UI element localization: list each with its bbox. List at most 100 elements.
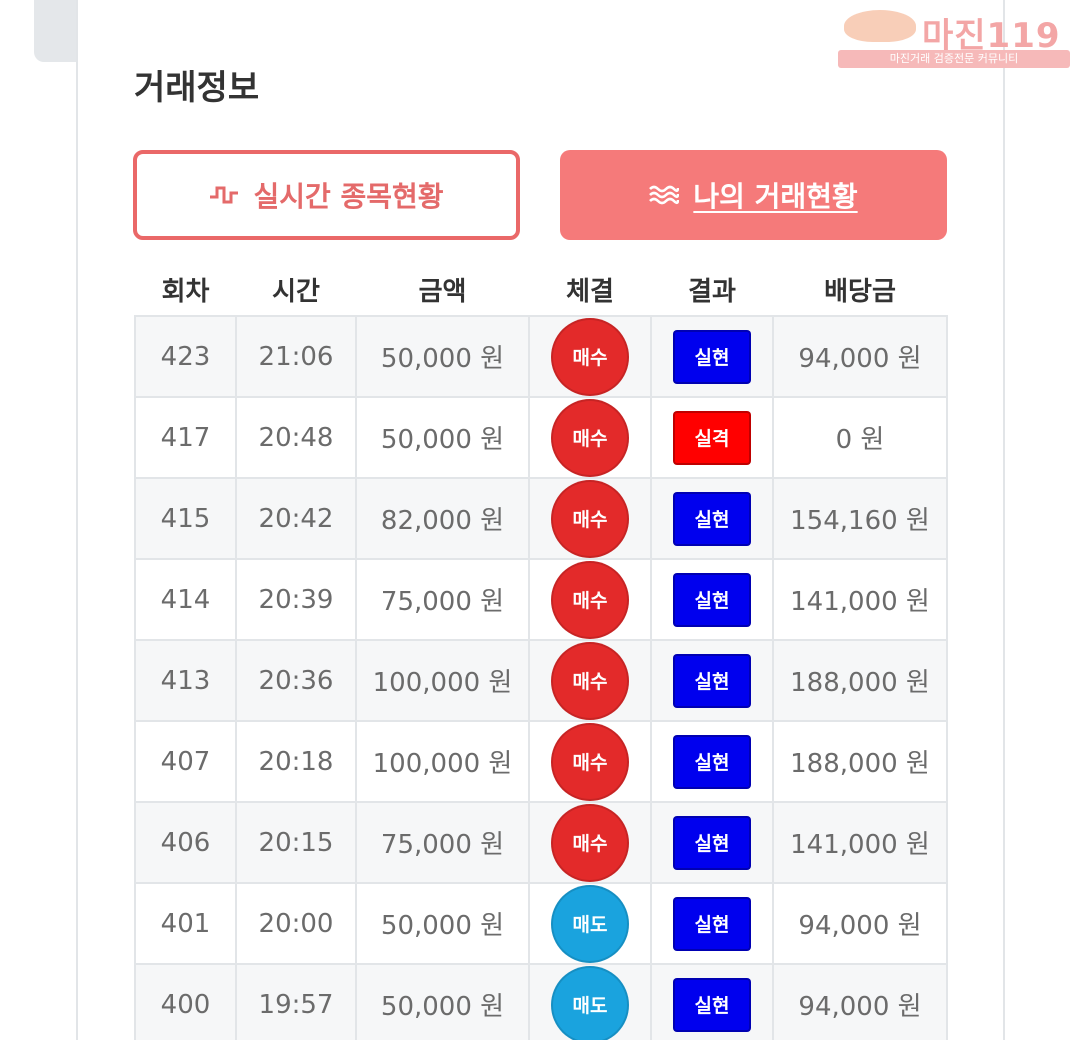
result-cell: 실현 xyxy=(650,315,774,398)
amount-cell: 50,000 원 xyxy=(355,396,530,479)
time-cell: 19:57 xyxy=(235,963,357,1040)
my-trades-label: 나의 거래현황 xyxy=(693,180,858,213)
round-cell: 417 xyxy=(134,396,237,479)
result-cell: 실현 xyxy=(650,639,774,722)
buy-badge: 매수 xyxy=(551,317,629,396)
time-cell: 20:00 xyxy=(235,882,357,965)
result-cell: 실현 xyxy=(650,882,774,965)
waves-icon xyxy=(649,184,680,206)
payout-cell: 94,000 원 xyxy=(772,315,948,398)
amount-cell: 50,000 원 xyxy=(355,882,530,965)
header-payout: 배당금 xyxy=(773,263,947,316)
realized-badge: 실현 xyxy=(673,491,751,546)
emblem-icon xyxy=(844,10,916,42)
sell-badge: 매도 xyxy=(551,965,629,1040)
round-cell: 401 xyxy=(134,882,237,965)
payout-cell: 141,000 원 xyxy=(772,558,948,641)
amount-cell: 82,000 원 xyxy=(355,477,530,560)
buy-badge: 매수 xyxy=(551,479,629,558)
watermark-logo: 마진119 마진거래 검증전문 커뮤니티 xyxy=(838,6,1072,68)
table-row: 400 19:57 50,000 원 매도 실현 94,000 원 xyxy=(134,963,948,1040)
table-row: 407 20:18 100,000 원 매수 실현 188,000 원 xyxy=(134,720,948,803)
realized-badge: 실현 xyxy=(673,815,751,870)
round-cell: 423 xyxy=(134,315,237,398)
realtime-status-label: 실시간 종목현황 xyxy=(253,180,444,213)
header-round: 회차 xyxy=(135,263,236,316)
round-cell: 400 xyxy=(134,963,237,1040)
sell-badge: 매도 xyxy=(551,884,629,963)
table-row: 406 20:15 75,000 원 매수 실현 141,000 원 xyxy=(134,801,948,884)
header-time: 시간 xyxy=(236,263,356,316)
table-row: 417 20:48 50,000 원 매수 실격 0 원 xyxy=(134,396,948,479)
payout-cell: 188,000 원 xyxy=(772,720,948,803)
time-cell: 20:39 xyxy=(235,558,357,641)
time-cell: 20:42 xyxy=(235,477,357,560)
trade-cell: 매수 xyxy=(528,315,652,398)
time-cell: 20:15 xyxy=(235,801,357,884)
buy-badge: 매수 xyxy=(551,722,629,801)
trade-cell: 매도 xyxy=(528,963,652,1040)
amount-cell: 100,000 원 xyxy=(355,720,530,803)
watermark-brand: 마진119 xyxy=(922,16,1061,56)
payout-cell: 0 원 xyxy=(772,396,948,479)
round-cell: 415 xyxy=(134,477,237,560)
amount-cell: 50,000 원 xyxy=(355,963,530,1040)
payout-cell: 94,000 원 xyxy=(772,963,948,1040)
round-cell: 406 xyxy=(134,801,237,884)
table-row: 401 20:00 50,000 원 매도 실현 94,000 원 xyxy=(134,882,948,965)
round-cell: 414 xyxy=(134,558,237,641)
table-header-row: 회차 시간 금액 체결 결과 배당금 xyxy=(135,263,947,316)
pulse-icon xyxy=(209,183,239,207)
round-cell: 407 xyxy=(134,720,237,803)
buy-badge: 매수 xyxy=(551,560,629,639)
realized-badge: 실현 xyxy=(673,896,751,951)
amount-cell: 100,000 원 xyxy=(355,639,530,722)
table-row: 413 20:36 100,000 원 매수 실현 188,000 원 xyxy=(134,639,948,722)
trade-cell: 매도 xyxy=(528,882,652,965)
amount-cell: 75,000 원 xyxy=(355,801,530,884)
header-trade: 체결 xyxy=(529,263,651,316)
realized-badge: 실현 xyxy=(673,977,751,1032)
time-cell: 21:06 xyxy=(235,315,357,398)
header-result: 결과 xyxy=(651,263,773,316)
realtime-status-button[interactable]: 실시간 종목현황 xyxy=(133,150,520,240)
payout-cell: 94,000 원 xyxy=(772,882,948,965)
payout-cell: 141,000 원 xyxy=(772,801,948,884)
time-cell: 20:48 xyxy=(235,396,357,479)
trade-cell: 매수 xyxy=(528,720,652,803)
trade-cell: 매수 xyxy=(528,801,652,884)
trade-cell: 매수 xyxy=(528,477,652,560)
page-title: 거래정보 xyxy=(134,68,260,108)
buy-badge: 매수 xyxy=(551,398,629,477)
result-cell: 실현 xyxy=(650,558,774,641)
table-row: 415 20:42 82,000 원 매수 실현 154,160 원 xyxy=(134,477,948,560)
result-cell: 실현 xyxy=(650,720,774,803)
time-cell: 20:36 xyxy=(235,639,357,722)
payout-cell: 188,000 원 xyxy=(772,639,948,722)
realized-badge: 실현 xyxy=(673,734,751,789)
amount-cell: 75,000 원 xyxy=(355,558,530,641)
amount-cell: 50,000 원 xyxy=(355,315,530,398)
buy-badge: 매수 xyxy=(551,803,629,882)
round-cell: 413 xyxy=(134,639,237,722)
time-cell: 20:18 xyxy=(235,720,357,803)
buy-badge: 매수 xyxy=(551,641,629,720)
result-cell: 실격 xyxy=(650,396,774,479)
realized-badge: 실현 xyxy=(673,653,751,708)
trade-cell: 매수 xyxy=(528,396,652,479)
realized-badge: 실현 xyxy=(673,329,751,384)
header-amount: 금액 xyxy=(356,263,529,316)
realized-badge: 실현 xyxy=(673,572,751,627)
table-row: 423 21:06 50,000 원 매수 실현 94,000 원 xyxy=(134,315,948,398)
trade-cell: 매수 xyxy=(528,558,652,641)
result-cell: 실현 xyxy=(650,963,774,1040)
trade-table: 회차 시간 금액 체결 결과 배당금 423 21:06 50,000 원 매수 실현 9… xyxy=(134,263,948,1040)
table-row: 414 20:39 75,000 원 매수 실현 141,000 원 xyxy=(134,558,948,641)
disqualified-badge: 실격 xyxy=(673,410,751,465)
trade-cell: 매수 xyxy=(528,639,652,722)
my-trades-button[interactable]: 나의 거래현황 xyxy=(560,150,947,240)
watermark-subtitle: 마진거래 검증전문 커뮤니티 xyxy=(838,50,1070,68)
result-cell: 실현 xyxy=(650,801,774,884)
result-cell: 실현 xyxy=(650,477,774,560)
payout-cell: 154,160 원 xyxy=(772,477,948,560)
